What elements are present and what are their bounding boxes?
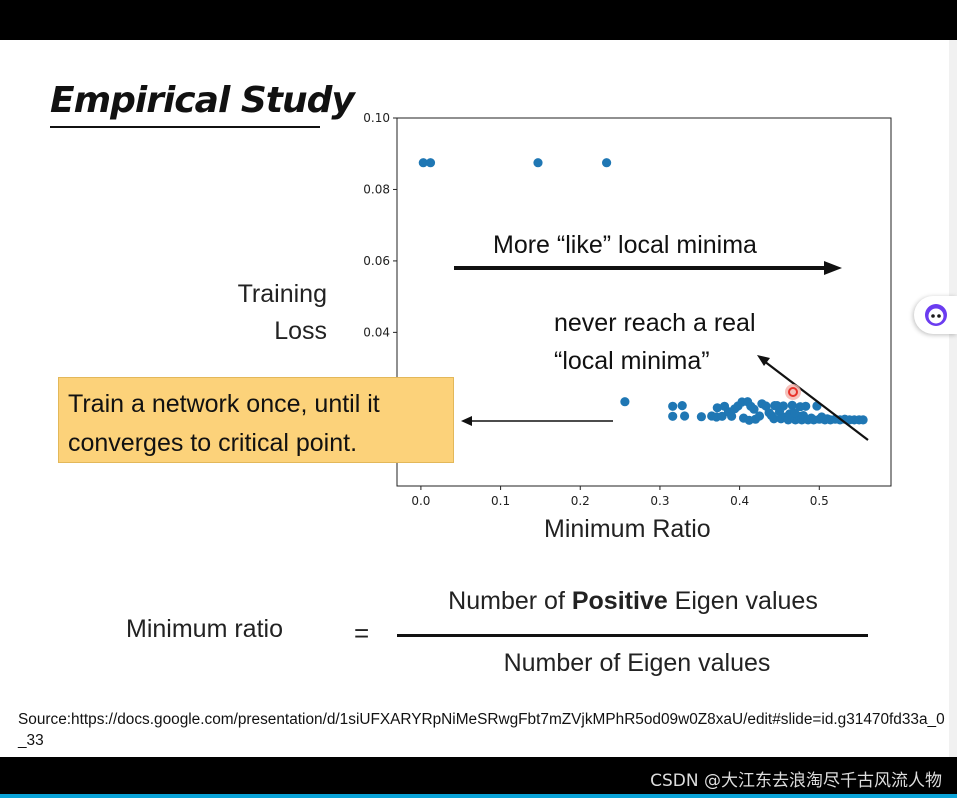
x-tick-label: 0.5 xyxy=(810,494,829,508)
x-tick-label: 0.2 xyxy=(571,494,590,508)
source-citation: Source:https://docs.google.com/presentat… xyxy=(18,711,945,749)
scatter-point xyxy=(778,401,789,411)
arrow-diagonal-head xyxy=(757,355,770,366)
x-tick-label: 0.4 xyxy=(730,494,749,508)
fraction-bar xyxy=(397,634,868,637)
scatter-point xyxy=(696,412,707,422)
formula-equals: = xyxy=(354,618,370,648)
scatter-point xyxy=(533,158,543,168)
scatter-point xyxy=(425,158,436,168)
y-tick-label: 0.08 xyxy=(363,182,390,196)
scatter-point xyxy=(858,415,868,425)
scatter-point xyxy=(668,401,678,411)
callout-box: Train a network once, until it converges… xyxy=(58,377,454,463)
annotation-more-like-local-minima: More “like” local minima xyxy=(493,231,757,259)
data-points xyxy=(418,158,868,425)
scatter-point xyxy=(744,415,754,425)
scatter-point xyxy=(418,158,428,168)
numerator-post: Eigen values xyxy=(667,587,818,615)
top-black-bar xyxy=(0,0,957,40)
scatter-point xyxy=(717,411,727,421)
slide-title: Empirical Study xyxy=(50,80,355,121)
y-axis-label-line1: Training xyxy=(237,280,327,308)
formula-denominator: Number of Eigen values xyxy=(503,649,771,677)
arrow-left-head xyxy=(461,416,472,426)
y-tick-label: 0.06 xyxy=(363,254,390,268)
csdn-watermark: CSDN @大江东去浪淘尽千古风流人物 xyxy=(650,771,942,791)
bottom-accent-line xyxy=(0,794,957,798)
scatter-point xyxy=(795,402,805,412)
x-axis-label: Minimum Ratio xyxy=(544,515,711,543)
assistant-face-icon xyxy=(925,304,947,326)
scatter-point xyxy=(680,411,690,421)
right-scroll-edge xyxy=(949,40,957,757)
cursor-dot-icon xyxy=(785,384,801,400)
formula-left-term: Minimum ratio xyxy=(126,615,283,643)
scatter-point xyxy=(770,401,780,411)
y-axis-label: Training Loss xyxy=(190,276,327,350)
scatter-point xyxy=(787,400,797,410)
x-tick-label: 0.0 xyxy=(411,494,430,508)
numerator-pre: Number of xyxy=(448,587,572,615)
scatter-point xyxy=(727,411,737,421)
bottom-black-bar xyxy=(0,757,957,798)
arrow-right-head xyxy=(824,261,842,275)
scatter-point xyxy=(790,408,800,418)
numerator-bold: Positive xyxy=(571,587,668,615)
arrow-diagonal-shaft xyxy=(763,360,869,441)
y-tick-label: 0.04 xyxy=(363,325,390,339)
y-tick-label: 0.10 xyxy=(363,111,390,125)
scatter-point xyxy=(668,411,678,421)
scatter-point xyxy=(754,411,765,421)
plot-frame xyxy=(396,117,892,487)
x-tick-label: 0.3 xyxy=(650,494,669,508)
scatter-point xyxy=(620,397,630,407)
axis-ticks: 0.00.10.20.30.40.50.020.040.060.080.10 xyxy=(363,111,829,508)
floating-assistant-button[interactable] xyxy=(914,296,957,334)
annotation-never-reach-line2: “local minima” xyxy=(554,347,710,375)
scatter-point xyxy=(677,401,687,411)
scatter-point xyxy=(602,158,612,168)
formula-numerator: Number of Positive Eigen values xyxy=(398,587,868,616)
scatter-point xyxy=(769,414,779,424)
scatter-point xyxy=(749,404,759,414)
scatter-point xyxy=(712,403,722,413)
x-tick-label: 0.1 xyxy=(491,494,510,508)
y-axis-label-line2: Loss xyxy=(274,317,327,345)
title-underline xyxy=(50,126,320,128)
annotation-never-reach-line1: never reach a real xyxy=(554,309,756,337)
